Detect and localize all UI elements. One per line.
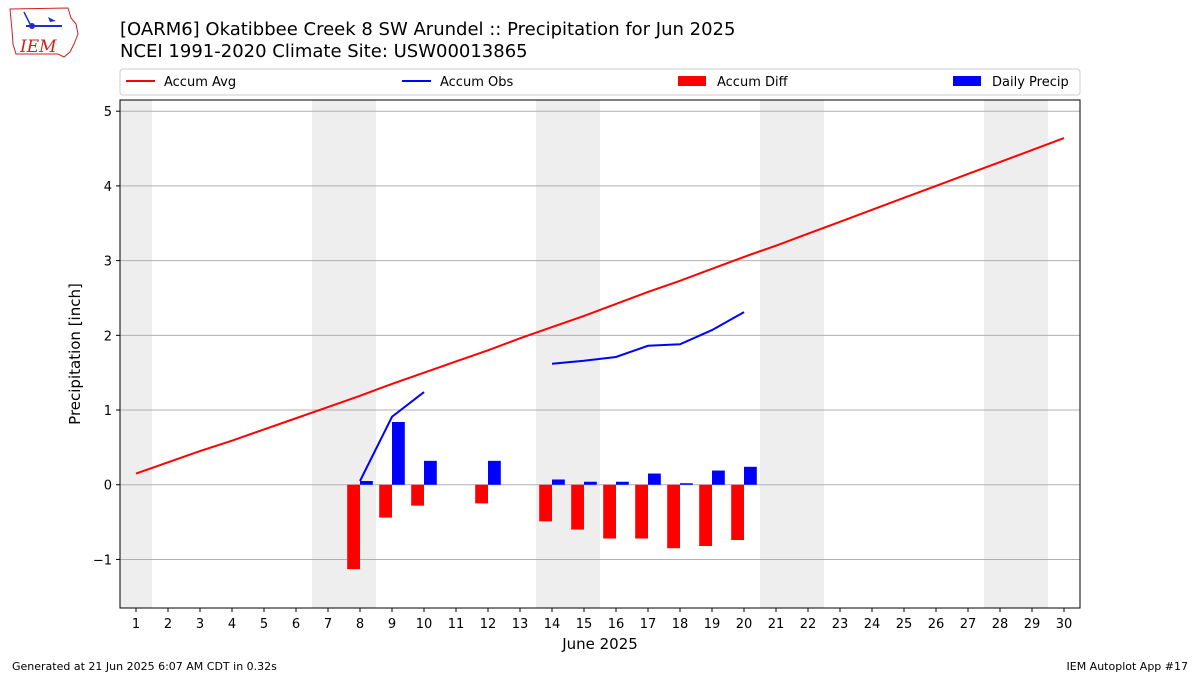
accum-diff-bar (635, 484, 648, 539)
daily-precip-bar (488, 460, 501, 485)
chart-title: [OARM6] Okatibbee Creek 8 SW Arundel :: … (120, 19, 735, 40)
x-tick-label: 21 (768, 617, 785, 632)
x-tick-label: 22 (800, 617, 817, 632)
x-tick-label: 19 (704, 617, 721, 632)
x-tick-label: 9 (388, 617, 396, 632)
weekend-band (760, 100, 824, 608)
x-tick-label: 26 (928, 617, 945, 632)
accum-diff-bar (539, 484, 552, 522)
daily-precip-bar (392, 421, 405, 485)
y-tick-label: 3 (104, 255, 112, 270)
daily-precip-bar (648, 473, 661, 485)
x-tick-label: 12 (480, 617, 497, 632)
x-axis-label: June 2025 (561, 635, 638, 653)
legend-daily-precip-swatch (953, 76, 981, 86)
footer-generated-text: Generated at 21 Jun 2025 6:07 AM CDT in … (12, 660, 277, 673)
daily-precip-bar (616, 481, 629, 485)
x-tick-label: 6 (292, 617, 300, 632)
daily-precip-bar (744, 466, 757, 485)
x-tick-label: 29 (1024, 617, 1041, 632)
accum-diff-bar (379, 484, 392, 518)
x-tick-label: 4 (228, 617, 236, 632)
wind-vane-icon (23, 11, 32, 27)
legend-accum-avg-label: Accum Avg (164, 75, 236, 90)
x-tick-label: 23 (832, 617, 849, 632)
daily-precip-bar (712, 470, 725, 485)
x-tick-label: 27 (960, 617, 977, 632)
accum-avg-line (135, 137, 1065, 475)
weekend-band (536, 100, 600, 608)
x-tick-label: 18 (672, 617, 689, 632)
accum-diff-bar (571, 484, 584, 530)
daily-precip-bar (552, 479, 565, 485)
y-tick-label: 5 (104, 105, 112, 120)
x-tick-label: 24 (864, 617, 881, 632)
x-tick-label: 16 (608, 617, 625, 632)
daily-precip-bar (424, 460, 437, 485)
cloud-icon (48, 17, 56, 22)
legend-accum-obs-label: Accum Obs (440, 75, 513, 90)
accum-diff-bar (603, 484, 616, 539)
plot-frame (119, 99, 1081, 609)
iowa-map-outline (9, 7, 79, 58)
accum-diff-bar (347, 484, 360, 570)
x-tick-label: 17 (640, 617, 657, 632)
y-tick-label: 2 (104, 329, 112, 344)
x-tick-label: 20 (736, 617, 753, 632)
x-tick-label: 11 (448, 617, 465, 632)
x-tick-label: 7 (324, 617, 332, 632)
accum-diff-bar (699, 484, 712, 546)
weekend-band (120, 100, 152, 608)
bar-series (347, 421, 757, 570)
legend-frame (119, 68, 1081, 96)
legend: Accum Avg Accum Obs Accum Diff Daily Pre… (119, 68, 1081, 96)
daily-precip-bar (360, 481, 373, 485)
y-tick-label: 4 (104, 180, 112, 195)
accum-diff-bar (411, 484, 424, 506)
weekend-band (312, 100, 376, 608)
gridlines (120, 110, 1080, 560)
accum-diff-bar (667, 484, 680, 549)
footer-app-text: IEM Autoplot App #17 (1067, 660, 1189, 673)
accum-diff-bar (731, 484, 744, 541)
x-tick-label: 30 (1056, 617, 1073, 632)
x-tick-label: 14 (544, 617, 561, 632)
weekend-bands (120, 100, 1048, 608)
x-tick-label: 1 (132, 617, 140, 632)
x-tick-label: 13 (512, 617, 529, 632)
legend-accum-diff-label: Accum Diff (717, 75, 789, 90)
y-tick-label: −1 (93, 553, 112, 568)
x-tick-label: 15 (576, 617, 593, 632)
accum-obs-line (359, 391, 425, 482)
x-tick-label: 3 (196, 617, 204, 632)
y-axis-ticks: −1 0 1 2 3 4 5 (93, 105, 120, 568)
chart-subtitle: NCEI 1991-2020 Climate Site: USW00013865 (120, 41, 528, 62)
x-tick-label: 2 (164, 617, 172, 632)
legend-daily-precip-label: Daily Precip (992, 75, 1069, 90)
accum-diff-bar (475, 484, 488, 504)
x-tick-label: 5 (260, 617, 268, 632)
accum-obs-line (551, 311, 745, 365)
x-tick-label: 8 (356, 617, 364, 632)
x-tick-label: 25 (896, 617, 913, 632)
weekend-band (984, 100, 1048, 608)
daily-precip-bar (584, 481, 597, 485)
station-dot-icon (29, 23, 35, 29)
y-axis-label: Precipitation [inch] (66, 283, 84, 425)
y-tick-label: 1 (104, 404, 112, 419)
logo-text: IEM (19, 37, 57, 57)
legend-accum-diff-swatch (678, 76, 706, 86)
x-tick-label: 28 (992, 617, 1009, 632)
daily-precip-bar (680, 483, 693, 485)
iem-logo: IEM (9, 7, 79, 58)
y-tick-label: 0 (104, 479, 112, 494)
x-tick-label: 10 (416, 617, 433, 632)
x-axis-ticks: 1 2 3 4 5 6 7 8 9 10 11 12 13 14 15 16 17 18 19 20 21 22 23 24 2… (132, 608, 1072, 632)
line-series (135, 137, 1065, 482)
